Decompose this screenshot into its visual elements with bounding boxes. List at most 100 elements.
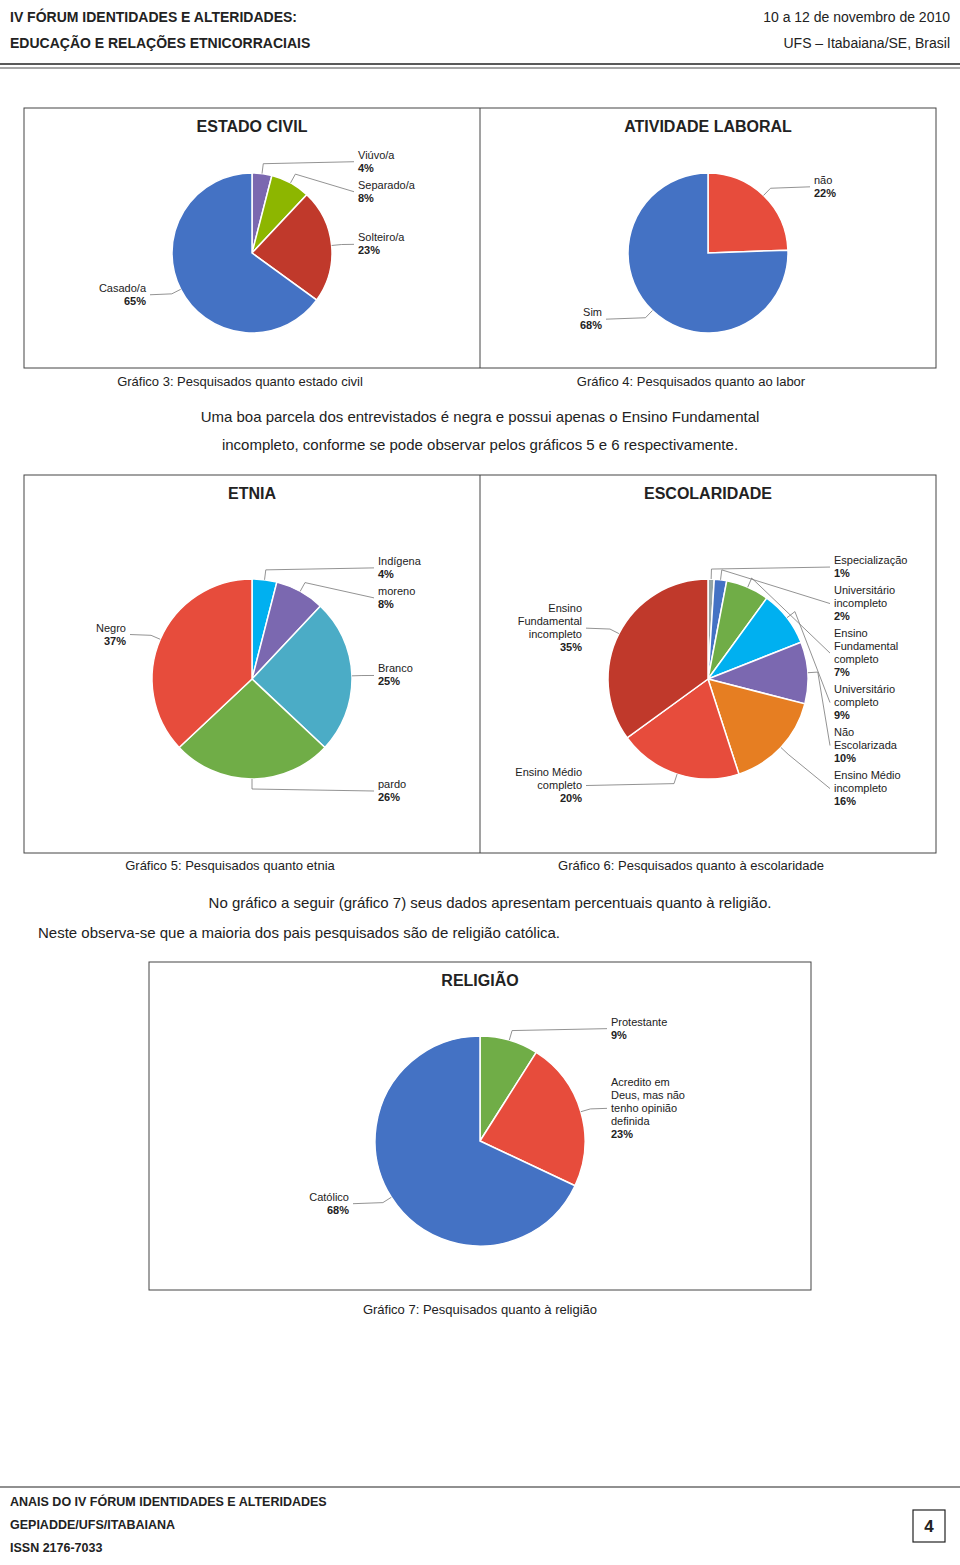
pie-chart: ATIVIDADE LABORAL não22% Sim68% bbox=[580, 118, 836, 333]
page-number: 4 bbox=[924, 1517, 934, 1536]
data-label: 9% bbox=[834, 709, 850, 721]
category-label: incompleto bbox=[834, 597, 887, 609]
leader-line bbox=[262, 162, 354, 174]
data-label: 16% bbox=[834, 795, 856, 807]
category-label: definida bbox=[611, 1115, 650, 1127]
page: IV FÓRUM IDENTIDADES E ALTERIDADES: EDUCA… bbox=[0, 0, 960, 1565]
leader-line bbox=[352, 675, 374, 676]
data-label: 8% bbox=[378, 598, 394, 610]
category-label: moreno bbox=[378, 585, 415, 597]
slice-label: EnsinoFundamentalincompleto35% bbox=[518, 602, 582, 653]
category-label: incompleto bbox=[529, 628, 582, 640]
slice-label: Casado/a65% bbox=[99, 282, 147, 307]
header-text: IV FÓRUM IDENTIDADES E ALTERIDADES: bbox=[10, 8, 297, 25]
data-label: 68% bbox=[580, 319, 602, 331]
slice-label: não22% bbox=[814, 174, 836, 199]
leader-line bbox=[781, 747, 830, 788]
data-label: 25% bbox=[378, 675, 400, 687]
chart-frame bbox=[149, 962, 811, 1290]
data-label: 22% bbox=[814, 187, 836, 199]
category-label: Católico bbox=[309, 1191, 349, 1203]
body-text: No gráfico a seguir (gráfico 7) seus dad… bbox=[209, 894, 772, 911]
leader-line bbox=[586, 774, 677, 785]
slice-label: Separado/a8% bbox=[358, 179, 416, 204]
category-label: Fundamental bbox=[834, 640, 898, 652]
pie-chart: ESCOLARIDADEEspecialização1%Universitári… bbox=[515, 485, 907, 807]
slice-label: Protestante9% bbox=[611, 1016, 667, 1041]
caption: Gráfico 3: Pesquisados quanto estado civ… bbox=[117, 374, 363, 389]
leader-line bbox=[300, 583, 374, 598]
data-label: 35% bbox=[560, 641, 582, 653]
slice-label: moreno8% bbox=[378, 585, 415, 610]
divider bbox=[480, 108, 481, 368]
data-label: 7% bbox=[834, 666, 850, 678]
pie-slice bbox=[628, 173, 788, 333]
caption: Gráfico 5: Pesquisados quanto etnia bbox=[125, 858, 335, 873]
data-label: 4% bbox=[358, 162, 374, 174]
pie-chart: RELIGIÃOProtestante9%Acredito emDeus, ma… bbox=[309, 970, 685, 1246]
leader-line bbox=[332, 244, 354, 245]
category-label: Viúvo/a bbox=[358, 149, 395, 161]
pie-slice bbox=[608, 579, 708, 738]
leader-line bbox=[265, 568, 374, 580]
pie-chart: ETNIAIndígena4%moreno8%Branco25%pardo26%… bbox=[96, 485, 422, 803]
caption: Gráfico 4: Pesquisados quanto ao labor bbox=[577, 374, 806, 389]
category-label: Solteiro/a bbox=[358, 231, 405, 243]
category-label: completo bbox=[537, 779, 582, 791]
category-label: Ensino bbox=[834, 627, 868, 639]
chart-title: ESTADO CIVIL bbox=[197, 118, 308, 135]
caption: Gráfico 7: Pesquisados quanto à religião bbox=[363, 1302, 597, 1317]
leader-line bbox=[291, 174, 354, 192]
category-label: Universitário bbox=[834, 584, 895, 596]
header-text: UFS – Itabaiana/SE, Brasil bbox=[783, 35, 950, 51]
category-label: Ensino Médio bbox=[834, 769, 901, 781]
slice-label: Católico68% bbox=[309, 1191, 349, 1216]
category-label: completo bbox=[834, 653, 879, 665]
chart-title: ESCOLARIDADE bbox=[644, 485, 772, 502]
leader-line bbox=[130, 635, 160, 640]
leader-line bbox=[586, 628, 619, 633]
pie-chart: ESTADO CIVIL Viúvo/a4% Separado/a8% Solteir… bbox=[99, 118, 416, 333]
slice-label: Ensino Médioincompleto16% bbox=[834, 769, 901, 807]
leader-line bbox=[252, 779, 374, 791]
category-label: Sim bbox=[583, 306, 602, 318]
header-text: 10 a 12 de novembro de 2010 bbox=[763, 9, 950, 25]
footer-text: ISSN 2176-7033 bbox=[10, 1541, 102, 1555]
category-label: Casado/a bbox=[99, 282, 147, 294]
chart-frame bbox=[24, 475, 936, 853]
category-label: Acredito em bbox=[611, 1076, 670, 1088]
data-label: 2% bbox=[834, 610, 850, 622]
category-label: Fundamental bbox=[518, 615, 582, 627]
chart-title: ETNIA bbox=[228, 485, 276, 502]
leader-line bbox=[808, 672, 830, 745]
category-label: Escolarizada bbox=[834, 739, 898, 751]
category-label: incompleto bbox=[834, 782, 887, 794]
slice-label: Branco25% bbox=[378, 662, 413, 687]
category-label: Ensino bbox=[548, 602, 582, 614]
data-label: 8% bbox=[358, 192, 374, 204]
category-label: Especialização bbox=[834, 554, 907, 566]
slice-label: Solteiro/a23% bbox=[358, 231, 405, 256]
leader-line bbox=[606, 311, 652, 320]
chart-title: ATIVIDADE LABORAL bbox=[624, 118, 792, 135]
pie-slice bbox=[375, 1036, 575, 1246]
footer-text: ANAIS DO IV FÓRUM IDENTIDADES E ALTERIDA… bbox=[10, 1494, 327, 1509]
pie-slice bbox=[708, 173, 788, 253]
leader-line bbox=[721, 570, 830, 604]
category-label: Negro bbox=[96, 622, 126, 634]
slice-label: Universitárioincompleto2% bbox=[834, 584, 895, 622]
header-text: EDUCAÇÃO E RELAÇÕES ETNICORRACIAIS bbox=[10, 34, 310, 51]
data-label: 10% bbox=[834, 752, 856, 764]
page-number-box bbox=[913, 1510, 945, 1542]
data-label: 65% bbox=[124, 295, 146, 307]
leader-line bbox=[150, 289, 181, 294]
caption: Gráfico 6: Pesquisados quanto à escolari… bbox=[558, 858, 824, 873]
chart-title: RELIGIÃO bbox=[441, 970, 518, 989]
leader-line bbox=[581, 1108, 607, 1111]
separator bbox=[0, 63, 960, 65]
divider bbox=[480, 475, 481, 853]
category-label: Branco bbox=[378, 662, 413, 674]
slice-label: pardo26% bbox=[378, 778, 406, 803]
slice-label: Sim68% bbox=[580, 306, 602, 331]
leader-line bbox=[764, 187, 810, 196]
